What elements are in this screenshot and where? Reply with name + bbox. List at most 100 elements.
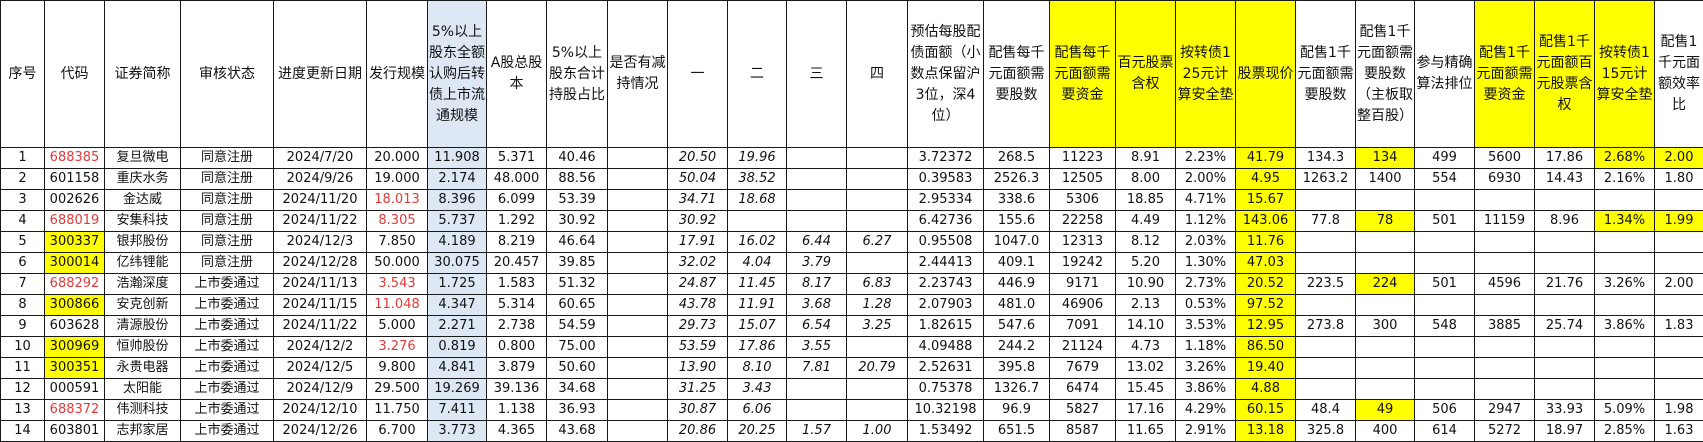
cell-shares-1k[interactable]: 134.3: [1295, 147, 1356, 169]
cell-shares-1k[interactable]: [1295, 378, 1356, 400]
cell-shares-per-1k[interactable]: 651.5: [983, 420, 1050, 442]
cell-reduction[interactable]: [607, 231, 668, 253]
cell-funds-1k[interactable]: 2947: [1474, 399, 1535, 421]
cell-date[interactable]: 2024/11/20: [273, 189, 367, 211]
cell-safety-125[interactable]: 1.18%: [1175, 336, 1236, 358]
cell-q4[interactable]: [846, 252, 908, 274]
cell-q3[interactable]: [786, 378, 847, 400]
cell-seq[interactable]: 1: [0, 147, 45, 169]
cell-seq[interactable]: 13: [0, 399, 45, 421]
cell-q3[interactable]: 3.79: [786, 252, 847, 274]
cell-issue-size[interactable]: 20.000: [366, 147, 428, 169]
cell-shares-1k-rounded[interactable]: [1355, 357, 1415, 379]
cell-shares-1k-rounded[interactable]: [1355, 294, 1415, 316]
cell-rights-100[interactable]: 25.74: [1534, 315, 1595, 337]
column-header-float-size[interactable]: 5%以上股东全额认购后转债上市流通规模: [427, 0, 487, 148]
cell-name[interactable]: 恒帅股份: [104, 336, 181, 358]
cell-bond-per-share[interactable]: 1.53492: [907, 420, 984, 442]
cell-q4[interactable]: 6.27: [846, 231, 908, 253]
cell-issue-size[interactable]: 18.013: [366, 189, 428, 211]
cell-name[interactable]: 安集科技: [104, 210, 181, 232]
cell-safety-115[interactable]: 1.34%: [1594, 210, 1655, 232]
cell-reduction[interactable]: [607, 378, 668, 400]
cell-q4[interactable]: [846, 210, 908, 232]
cell-total-shares[interactable]: 5.371: [486, 147, 547, 169]
cell-code[interactable]: 601158: [44, 168, 105, 190]
cell-seq[interactable]: 10: [0, 336, 45, 358]
cell-seq[interactable]: 6: [0, 252, 45, 274]
cell-holder-ratio[interactable]: 36.93: [546, 399, 608, 421]
cell-issue-size[interactable]: 11.750: [366, 399, 428, 421]
cell-price[interactable]: 13.18: [1235, 420, 1296, 442]
cell-q3[interactable]: [786, 210, 847, 232]
cell-reduction[interactable]: [607, 336, 668, 358]
cell-shares-per-1k[interactable]: 268.5: [983, 147, 1050, 169]
cell-reduction[interactable]: [607, 168, 668, 190]
cell-float-size[interactable]: 4.189: [427, 231, 487, 253]
cell-rights-100[interactable]: [1534, 378, 1595, 400]
cell-q3[interactable]: 7.81: [786, 357, 847, 379]
cell-rights-100[interactable]: 33.93: [1534, 399, 1595, 421]
cell-total-shares[interactable]: 48.000: [486, 168, 547, 190]
cell-q1[interactable]: 32.02: [667, 252, 728, 274]
cell-code[interactable]: 300969: [44, 336, 105, 358]
cell-safety-115[interactable]: [1594, 231, 1655, 253]
cell-bond-per-share[interactable]: 2.95334: [907, 189, 984, 211]
cell-seq[interactable]: 3: [0, 189, 45, 211]
cell-q4[interactable]: 20.79: [846, 357, 908, 379]
cell-shares-1k[interactable]: 77.8: [1295, 210, 1356, 232]
cell-bond-per-share[interactable]: 2.23743: [907, 273, 984, 295]
cell-code[interactable]: 300337: [44, 231, 105, 253]
cell-name[interactable]: 银邦股份: [104, 231, 181, 253]
column-header-issue-size[interactable]: 发行规模: [366, 0, 428, 148]
cell-rights-per-100[interactable]: 13.02: [1115, 357, 1176, 379]
cell-safety-115[interactable]: 2.85%: [1594, 420, 1655, 442]
cell-bond-per-share[interactable]: 0.75378: [907, 378, 984, 400]
cell-status[interactable]: 同意注册: [180, 210, 274, 232]
cell-safety-115[interactable]: 3.86%: [1594, 315, 1655, 337]
cell-efficiency[interactable]: [1654, 252, 1703, 274]
cell-date[interactable]: 2024/9/26: [273, 168, 367, 190]
cell-q3[interactable]: 8.17: [786, 273, 847, 295]
cell-reduction[interactable]: [607, 315, 668, 337]
cell-price[interactable]: 47.03: [1235, 252, 1296, 274]
cell-bond-per-share[interactable]: 0.39583: [907, 168, 984, 190]
cell-float-size[interactable]: 4.347: [427, 294, 487, 316]
cell-funds-1k[interactable]: 4596: [1474, 273, 1535, 295]
cell-seq[interactable]: 12: [0, 378, 45, 400]
cell-funds-1k[interactable]: [1474, 336, 1535, 358]
cell-efficiency[interactable]: [1654, 294, 1703, 316]
cell-q2[interactable]: 18.68: [727, 189, 787, 211]
cell-safety-125[interactable]: 2.23%: [1175, 147, 1236, 169]
cell-funds-1k[interactable]: [1474, 189, 1535, 211]
cell-status[interactable]: 上市委通过: [180, 378, 274, 400]
cell-q1[interactable]: 17.91: [667, 231, 728, 253]
cell-issue-size[interactable]: 3.543: [366, 273, 428, 295]
cell-float-size[interactable]: 2.174: [427, 168, 487, 190]
cell-q4[interactable]: 1.28: [846, 294, 908, 316]
cell-status[interactable]: 上市委通过: [180, 357, 274, 379]
cell-bond-per-share[interactable]: 0.95508: [907, 231, 984, 253]
cell-shares-1k[interactable]: [1295, 231, 1356, 253]
cell-efficiency[interactable]: 1.98: [1654, 399, 1703, 421]
cell-float-size[interactable]: 1.725: [427, 273, 487, 295]
column-header-total-shares[interactable]: A股总股本: [486, 0, 547, 148]
column-header-bond-per-share[interactable]: 预估每股配债面额（小数点保留沪3位，深4位）: [907, 0, 984, 148]
cell-safety-115[interactable]: [1594, 252, 1655, 274]
cell-seq[interactable]: 4: [0, 210, 45, 232]
cell-rights-per-100[interactable]: 14.10: [1115, 315, 1176, 337]
cell-rights-per-100[interactable]: 5.20: [1115, 252, 1176, 274]
cell-funds-1k[interactable]: [1474, 378, 1535, 400]
cell-name[interactable]: 复旦微电: [104, 147, 181, 169]
cell-safety-125[interactable]: 1.30%: [1175, 252, 1236, 274]
cell-seq[interactable]: 14: [0, 420, 45, 442]
cell-funds-1k[interactable]: 11159: [1474, 210, 1535, 232]
cell-name[interactable]: 太阳能: [104, 378, 181, 400]
cell-date[interactable]: 2024/12/10: [273, 399, 367, 421]
cell-reduction[interactable]: [607, 189, 668, 211]
cell-funds-per-1k[interactable]: 9171: [1049, 273, 1116, 295]
cell-shares-1k-rounded[interactable]: [1355, 336, 1415, 358]
cell-holder-ratio[interactable]: 53.39: [546, 189, 608, 211]
cell-holder-ratio[interactable]: 54.59: [546, 315, 608, 337]
cell-issue-size[interactable]: 6.700: [366, 420, 428, 442]
